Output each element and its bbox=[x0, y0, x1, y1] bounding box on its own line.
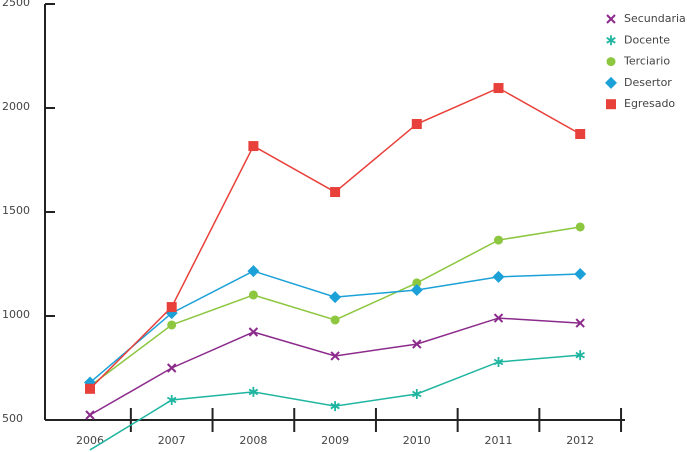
marker bbox=[166, 302, 177, 313]
y-tick-label: 500 bbox=[2, 412, 23, 425]
x-tick-label: 2006 bbox=[76, 434, 104, 447]
series bbox=[85, 313, 585, 420]
marker bbox=[412, 278, 422, 288]
marker bbox=[494, 235, 503, 245]
y-tick-label: 1500 bbox=[2, 204, 30, 217]
marker bbox=[330, 401, 340, 412]
legend-item: Egresado bbox=[606, 97, 675, 110]
marker bbox=[167, 320, 177, 330]
marker bbox=[248, 327, 259, 337]
x-tick-label: 2008 bbox=[239, 434, 267, 447]
marker bbox=[330, 351, 340, 361]
marker bbox=[247, 265, 260, 278]
series bbox=[85, 222, 585, 391]
series bbox=[85, 83, 586, 394]
marker bbox=[166, 363, 177, 373]
legend-label: Terciario bbox=[623, 55, 670, 68]
legend-label: Desertor bbox=[624, 76, 672, 89]
marker bbox=[410, 284, 423, 296]
marker bbox=[605, 76, 617, 89]
marker bbox=[412, 389, 422, 399]
marker bbox=[330, 187, 341, 198]
y-tick-label: 2000 bbox=[2, 100, 30, 113]
marker bbox=[575, 350, 585, 361]
marker bbox=[248, 386, 259, 397]
marker bbox=[575, 222, 585, 232]
x-tick-label: 2007 bbox=[158, 434, 186, 447]
y-tick-label: 1000 bbox=[2, 308, 30, 321]
series bbox=[84, 265, 587, 389]
legend-label: Docente bbox=[624, 33, 670, 46]
marker bbox=[606, 57, 616, 67]
legend-item: Terciario bbox=[606, 55, 670, 68]
legend-item: Secundaria bbox=[606, 12, 686, 25]
series-line bbox=[89, 317, 581, 416]
y-tick-label: 2500 bbox=[2, 0, 30, 9]
x-tick-label: 2012 bbox=[566, 434, 594, 447]
marker bbox=[411, 119, 422, 130]
marker bbox=[412, 339, 422, 349]
series bbox=[89, 350, 585, 451]
legend-label: Secundaria bbox=[624, 12, 686, 25]
marker bbox=[492, 270, 505, 283]
marker bbox=[574, 267, 587, 280]
marker bbox=[575, 318, 585, 328]
x-tick-label: 2010 bbox=[403, 434, 431, 447]
x-tick-label: 2009 bbox=[321, 434, 349, 447]
legend-item: Docente bbox=[606, 33, 670, 46]
marker bbox=[575, 129, 586, 139]
legend-item: Desertor bbox=[605, 76, 672, 89]
marker bbox=[85, 383, 95, 394]
marker bbox=[606, 99, 616, 110]
marker bbox=[248, 290, 258, 300]
marker bbox=[329, 291, 342, 304]
marker bbox=[606, 35, 616, 46]
marker bbox=[606, 14, 616, 24]
marker bbox=[85, 410, 95, 420]
series-line bbox=[89, 270, 581, 384]
legend-label: Egresado bbox=[624, 97, 675, 110]
marker bbox=[330, 315, 340, 325]
series-line bbox=[89, 226, 581, 387]
marker bbox=[248, 141, 259, 152]
x-tick-label: 2011 bbox=[485, 434, 513, 447]
marker bbox=[493, 83, 504, 94]
marker bbox=[493, 313, 504, 323]
marker bbox=[493, 356, 504, 367]
marker bbox=[166, 395, 177, 406]
